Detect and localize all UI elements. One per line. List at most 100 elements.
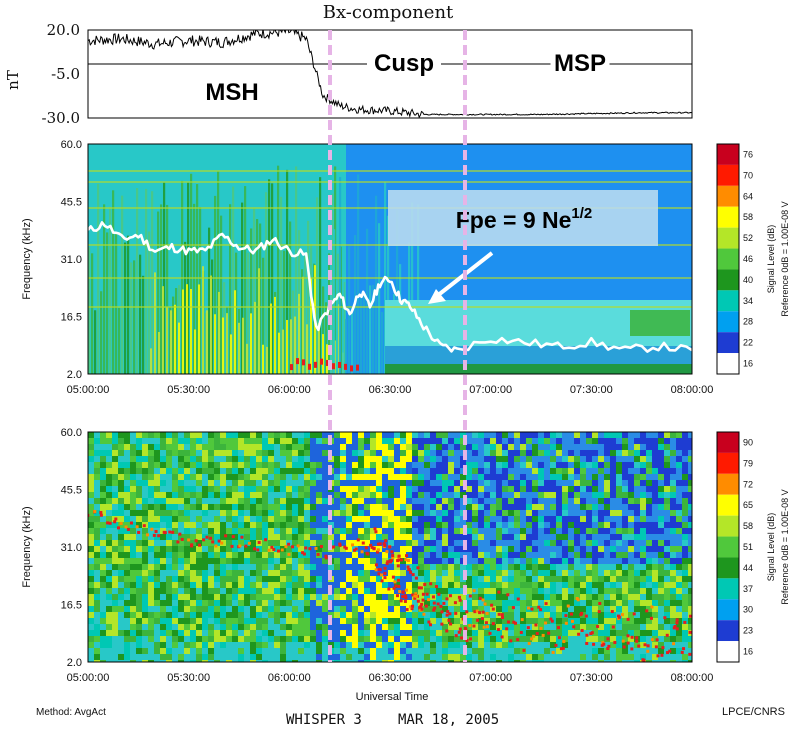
p3-cell	[592, 564, 598, 570]
p3-cell	[388, 618, 394, 624]
p3-cell	[568, 558, 574, 564]
p2-colorbar-tick: 52	[743, 233, 753, 243]
p3-cell	[514, 618, 520, 624]
p3-cell	[670, 480, 676, 486]
p3-cell	[424, 516, 430, 522]
p3-cell	[298, 528, 304, 534]
p3-cell	[406, 618, 412, 624]
p3-red-dot	[414, 576, 418, 580]
p3-cell	[454, 594, 460, 600]
p3-cell	[322, 480, 328, 486]
p3-cell	[208, 636, 214, 642]
p2-cusp-column	[351, 307, 354, 374]
p3-cell	[520, 552, 526, 558]
p3-cell	[106, 432, 112, 438]
p3-cell	[568, 570, 574, 576]
p3-cell	[550, 504, 556, 510]
p3-colorbar-tick: 44	[743, 563, 753, 573]
p3-cell	[400, 630, 406, 636]
region-label-cusp: Cusp	[374, 50, 434, 77]
p3-cell	[196, 558, 202, 564]
p3-cell	[364, 564, 370, 570]
p3-cell	[160, 582, 166, 588]
p3-red-dot	[135, 525, 139, 529]
p3-cell	[688, 468, 692, 474]
p3-cell	[616, 552, 622, 558]
p3-red-dot	[654, 645, 658, 649]
p3-cell	[244, 648, 250, 654]
p3-cell	[466, 534, 472, 540]
p3-cell	[214, 534, 220, 540]
p3-cell	[142, 534, 148, 540]
p3-cell	[190, 432, 196, 438]
p3-cell	[580, 648, 586, 654]
p3-cell	[202, 516, 208, 522]
p3-cell	[370, 540, 376, 546]
p3-cell	[424, 504, 430, 510]
p3-cell	[490, 528, 496, 534]
p2-noise-column	[166, 204, 169, 374]
p3-cell	[526, 660, 532, 662]
p3-cell	[346, 612, 352, 618]
p3-cell	[562, 624, 568, 630]
p3-cell	[250, 504, 256, 510]
p3-cell	[466, 564, 472, 570]
p3-cell	[562, 570, 568, 576]
p3-cell	[616, 456, 622, 462]
p3-cell	[238, 630, 244, 636]
p3-cell	[388, 516, 394, 522]
p3-cell	[166, 456, 172, 462]
p3-cell	[574, 474, 580, 480]
p3-cell	[478, 576, 484, 582]
p3-cell	[478, 468, 484, 474]
p3-red-dot	[409, 605, 413, 609]
p3-cell	[196, 450, 202, 456]
p3-cell	[412, 558, 418, 564]
p3-cell	[556, 486, 562, 492]
p3-cell	[166, 492, 172, 498]
p3-cell	[196, 624, 202, 630]
fpe-annotation-text: Fpe = 9 Ne1/2	[456, 205, 593, 233]
p3-red-dot	[287, 542, 291, 546]
p3-cell	[562, 468, 568, 474]
p3-cell	[688, 624, 692, 630]
p3-cell	[520, 570, 526, 576]
p3-cell	[118, 612, 124, 618]
p3-cell	[580, 528, 586, 534]
p3-cell	[406, 486, 412, 492]
p3-cell	[154, 468, 160, 474]
p3-cell	[442, 540, 448, 546]
p3-cell	[238, 546, 244, 552]
p3-cell	[502, 462, 508, 468]
p3-cell	[436, 654, 442, 660]
p3-cell	[88, 582, 94, 588]
p3-red-dot	[393, 580, 397, 584]
p3-cell	[400, 606, 406, 612]
p3-cell	[508, 534, 514, 540]
p3-cell	[262, 468, 268, 474]
p3-cell	[448, 516, 454, 522]
p3-red-dot	[376, 548, 380, 552]
p3-cell	[148, 600, 154, 606]
p3-cell	[148, 582, 154, 588]
p3-cell	[394, 606, 400, 612]
p3-cell	[286, 522, 292, 528]
p3-cell	[208, 594, 214, 600]
p3-cell	[628, 654, 634, 660]
p3-red-dot	[360, 550, 364, 554]
p3-cell	[178, 648, 184, 654]
p3-cell	[628, 576, 634, 582]
p3-cell	[688, 504, 692, 510]
p3-cell	[172, 534, 178, 540]
p3-cell	[202, 564, 208, 570]
p3-cell	[436, 528, 442, 534]
p3-cell	[442, 594, 448, 600]
p3-cell	[190, 606, 196, 612]
p3-cell	[214, 438, 220, 444]
p3-cell	[616, 582, 622, 588]
p3-cell	[112, 450, 118, 456]
p3-cell	[118, 570, 124, 576]
p3-cell	[130, 540, 136, 546]
p3-cell	[394, 600, 400, 606]
p3-cell	[670, 468, 676, 474]
